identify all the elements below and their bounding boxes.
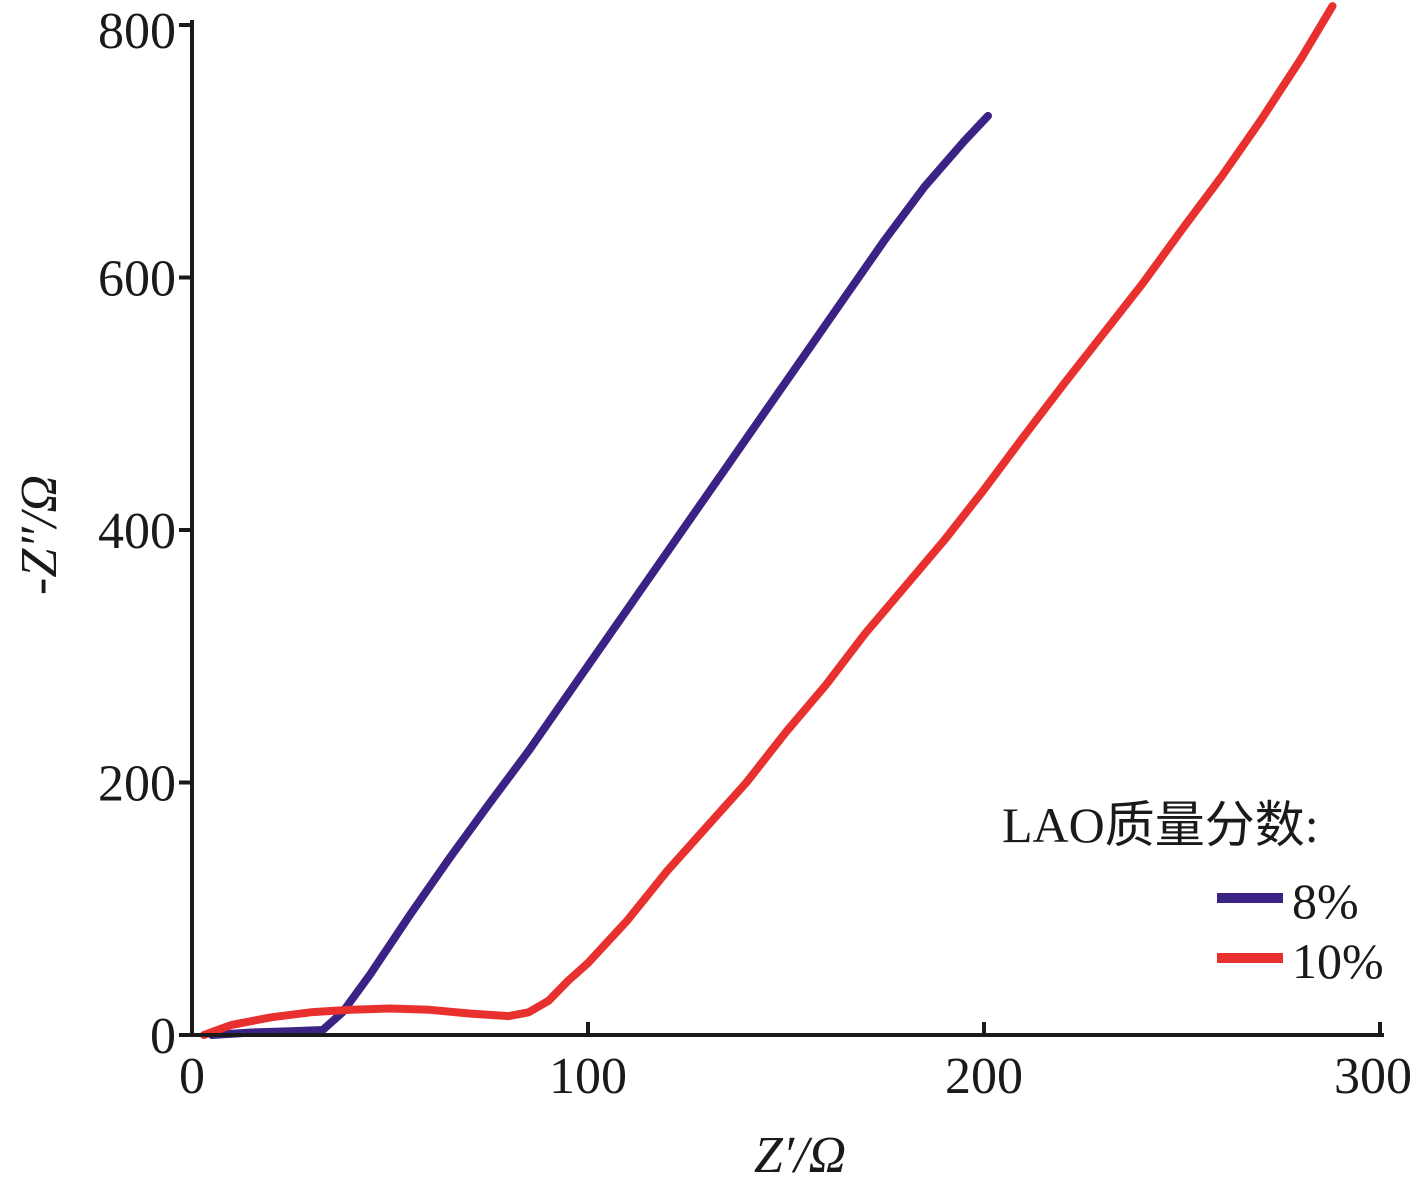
legend-label-10pct: 10% bbox=[1292, 933, 1384, 989]
y-axis-title: -Z″/Ω bbox=[11, 475, 68, 595]
y-tick-label-200: 200 bbox=[98, 756, 176, 813]
legend: LAO质量分数: 8% 10% bbox=[1002, 797, 1384, 989]
ticks: 0 100 200 300 0 200 400 600 800 bbox=[98, 3, 1412, 1105]
y-tick-label-600: 600 bbox=[98, 251, 176, 308]
x-axis-title: Z′/Ω bbox=[754, 1127, 846, 1181]
plot-lines bbox=[199, 2, 1337, 1039]
x-tick-label-0: 0 bbox=[179, 1048, 205, 1105]
legend-title: LAO质量分数: bbox=[1002, 797, 1319, 853]
y-tick-label-800: 800 bbox=[98, 3, 176, 60]
axes bbox=[190, 20, 1384, 1037]
x-tick-label-300: 300 bbox=[1334, 1048, 1412, 1105]
x-tick-label-100: 100 bbox=[549, 1048, 627, 1105]
y-tick-label-400: 400 bbox=[98, 503, 176, 560]
series-line-10pct bbox=[199, 2, 1337, 1039]
x-tick-label-200: 200 bbox=[945, 1048, 1023, 1105]
y-tick-label-0: 0 bbox=[150, 1008, 176, 1065]
legend-label-8pct: 8% bbox=[1292, 873, 1359, 929]
series-line-8pct bbox=[207, 111, 992, 1039]
